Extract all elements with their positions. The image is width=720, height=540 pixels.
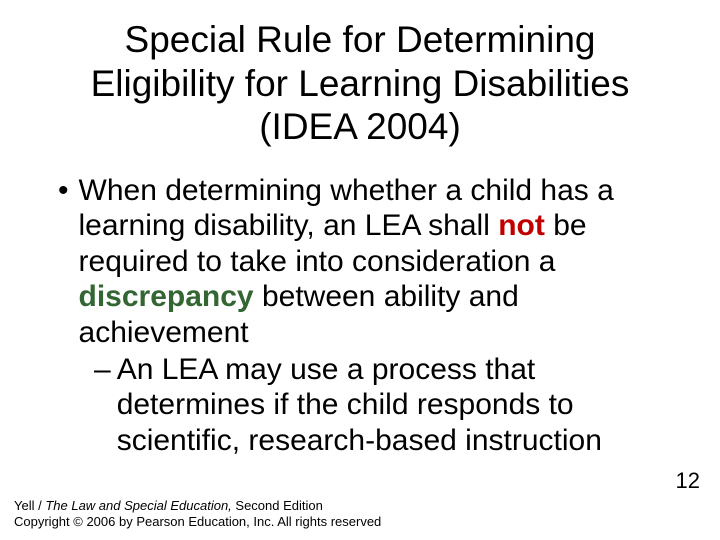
sub-bullet-item: – An LEA may use a process that determin… xyxy=(58,352,680,458)
footer-book-title: The Law and Special Education, xyxy=(45,498,231,513)
footer-line-2: Copyright © 2006 by Pearson Education, I… xyxy=(14,514,381,530)
footer-author: Yell / xyxy=(14,498,45,513)
keyword-not: not xyxy=(498,209,545,242)
bullet-marker: • xyxy=(58,173,69,209)
footer-line-1: Yell / The Law and Special Education, Se… xyxy=(14,498,381,514)
bullet-item: • When determining whether a child has a… xyxy=(58,173,680,350)
slide-title: Special Rule for Determining Eligibility… xyxy=(40,18,680,149)
slide: Special Rule for Determining Eligibility… xyxy=(0,0,720,540)
footer-edition: Second Edition xyxy=(232,498,323,513)
bullet-text: When determining whether a child has a l… xyxy=(79,173,680,350)
page-number: 12 xyxy=(676,468,700,494)
sub-bullet-marker: – xyxy=(94,352,111,387)
sub-bullet-text: An LEA may use a process that determines… xyxy=(117,352,680,458)
keyword-discrepancy: discrepancy xyxy=(79,280,254,313)
footer: Yell / The Law and Special Education, Se… xyxy=(14,498,381,531)
bullet-list: • When determining whether a child has a… xyxy=(40,173,680,458)
